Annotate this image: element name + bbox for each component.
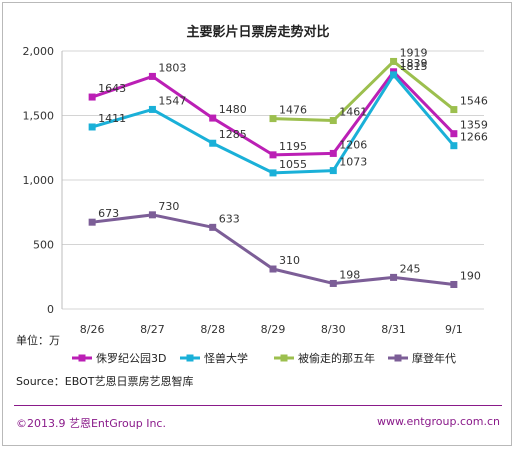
data-point [88,218,96,226]
data-point [450,106,458,114]
data-label: 1803 [158,61,186,74]
x-tick-labels: 8/26 8/27 8/28 8/29 8/30 8/31 9/1 [80,323,463,336]
data-point [269,151,277,159]
x-tick-label: 8/31 [381,323,406,336]
data-point [390,273,398,281]
data-label: 1461 [339,106,367,119]
legend-swatch-marker [280,354,288,362]
data-point [148,105,156,113]
data-label: 198 [339,268,360,281]
data-label: 1055 [279,158,307,171]
legend-label: 摩登年代 [412,351,456,365]
data-point [209,114,217,122]
series-points [88,57,458,288]
legend-label: 怪兽大学 [204,351,248,365]
x-tick-label: 9/1 [445,323,463,336]
data-label: 1547 [158,94,186,107]
data-label: 1476 [279,104,307,117]
data-point [390,71,398,79]
data-point [450,280,458,288]
y-tick-label: 2,000 [23,45,55,58]
x-tick-label: 8/27 [140,323,165,336]
y-tick-label: 1,000 [23,174,55,187]
y-tick-label: 0 [47,303,54,316]
x-tick-label: 8/29 [261,323,286,336]
legend-swatch-marker [78,354,86,362]
chart-frame [2,2,512,446]
data-label: 1411 [98,112,126,125]
data-point [329,167,337,175]
data-label: 1073 [339,156,367,169]
data-point [390,57,398,65]
source-note: Source：EBOT艺恩日票房艺恩智库 [16,374,193,388]
data-label: 1359 [460,119,488,132]
data-label: 245 [400,262,421,275]
data-point [269,265,277,273]
data-point [450,130,458,138]
chart-title: 主要影片日票房走势对比 [186,24,329,40]
data-label: 1815 [400,60,428,73]
data-label: 1546 [460,95,488,108]
data-label: 1266 [460,131,488,144]
legend-swatch-marker [394,354,402,362]
data-point [329,149,337,157]
x-tick-label: 8/28 [200,323,225,336]
data-label: 1839 [400,57,428,70]
data-label: 730 [158,200,179,213]
data-label: 1285 [219,128,247,141]
data-label: 673 [98,207,119,220]
data-point [148,211,156,219]
data-label: 1643 [98,82,126,95]
data-point [329,117,337,125]
unit-label: 单位：万 [16,333,60,347]
data-label: 310 [279,254,300,267]
data-label: 1206 [339,138,367,151]
x-tick-label: 8/30 [321,323,346,336]
legend: 侏罗纪公园3D 怪兽大学 被偷走的那五年 摩登年代 [72,351,456,365]
series-line [272,59,455,123]
data-label: 1195 [279,140,307,153]
x-tick-label: 8/26 [80,323,105,336]
data-label: 1919 [400,46,428,59]
data-point [269,169,277,177]
footer-divider [14,405,502,406]
data-label: 1480 [219,103,247,116]
y-tick-labels: 0 500 1,000 1,500 2,000 [23,45,55,316]
gridlines [61,50,484,310]
data-point [329,279,337,287]
data-label: 190 [460,269,481,282]
data-point [88,93,96,101]
y-tick-label: 1,500 [23,110,55,123]
y-tick-label: 500 [33,239,54,252]
data-point [450,142,458,150]
data-label: 633 [219,212,240,225]
footer-copyright: ©2013.9 艺恩EntGroup Inc. [16,417,166,430]
data-point [88,123,96,131]
legend-label: 侏罗纪公园3D [96,352,166,365]
legend-swatch-marker [186,354,194,362]
data-point [209,223,217,231]
data-labels: 1643 1803 1480 1195 1206 1839 1359 1411 1547 1285… [98,46,488,282]
data-point [209,139,217,147]
legend-label: 被偷走的那五年 [298,351,375,365]
footer-website: www.entgroup.com.cn [377,415,500,428]
data-point [148,72,156,80]
data-point [269,115,277,123]
